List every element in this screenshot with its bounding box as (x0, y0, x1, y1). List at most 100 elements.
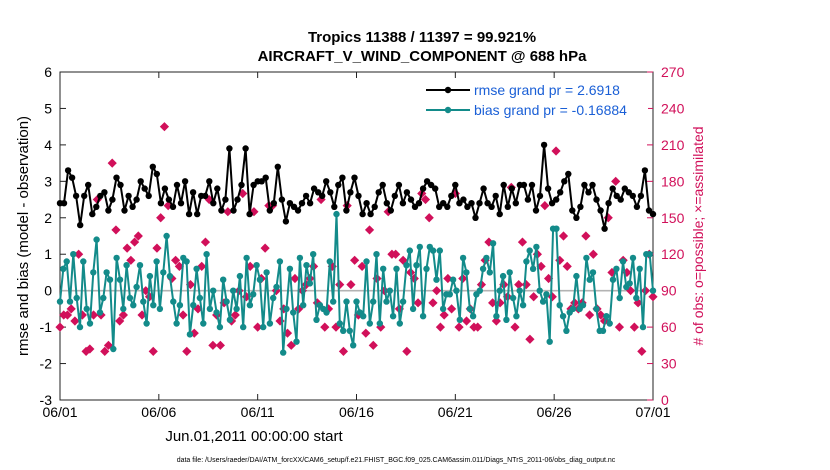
obs-count-marker (55, 322, 65, 332)
bias-point (619, 258, 627, 265)
y2-tick-label: 270 (661, 64, 685, 80)
bias-point (113, 254, 120, 262)
bias-point (360, 313, 367, 320)
bias-point (516, 287, 523, 294)
y2-tick-labels: 0 30 60 90 120 150 180 210 240 270 (661, 64, 685, 408)
bias-point (533, 243, 540, 251)
bias-point (60, 265, 67, 272)
bias-point (446, 291, 453, 298)
obs-count-marker (473, 322, 483, 332)
bias-point (300, 302, 307, 309)
bias-point (419, 313, 427, 320)
bias-point (273, 283, 280, 291)
bias-point (233, 305, 240, 313)
rmse-point (173, 181, 181, 189)
bias-point (253, 262, 260, 269)
rmse-point (242, 145, 249, 152)
rmse-point (367, 210, 374, 218)
rmse-point (125, 192, 132, 200)
obs-count-marker (611, 176, 621, 186)
bias-point (523, 258, 530, 265)
rmse-point (379, 181, 386, 189)
y2-tick-label: 60 (661, 319, 677, 335)
obs-count-marker (603, 213, 613, 223)
bias-point (406, 247, 413, 254)
bias-point (296, 254, 304, 262)
bias-point (106, 276, 114, 283)
obs-count-marker (350, 255, 360, 265)
rmse-point (508, 185, 515, 192)
bias-point (370, 298, 377, 305)
rmse-point (327, 189, 334, 196)
rmse-point (282, 218, 290, 225)
rmse-point (581, 181, 588, 189)
rmse-point (415, 200, 423, 207)
rmse-point (323, 178, 330, 185)
bias-point (559, 313, 567, 320)
rmse-point (649, 210, 657, 218)
legend-bias-marker (444, 106, 452, 114)
bias-point (223, 298, 230, 305)
bias-point (346, 327, 353, 334)
rmse-point (222, 196, 229, 203)
rmse-point (512, 200, 519, 207)
bias-point (343, 298, 350, 305)
obs-count-marker (364, 225, 375, 235)
rmse-point (480, 185, 487, 192)
rmse-point (375, 189, 382, 196)
rmse-point (113, 174, 120, 181)
rmse-point (468, 200, 475, 207)
bias-point (636, 265, 643, 272)
bias-point (326, 258, 333, 265)
obs-count-marker (543, 273, 554, 284)
rmse-point (129, 203, 136, 210)
bias-point (649, 287, 657, 294)
bias-point (73, 294, 80, 302)
obs-count-marker (558, 231, 569, 241)
rmse-point (359, 210, 366, 218)
obs-count-marker (428, 298, 438, 308)
bias-point (483, 254, 490, 262)
bias-point (363, 258, 370, 265)
x-tick-label: 06/26 (537, 404, 572, 420)
obs-count-marker (376, 322, 386, 332)
bias-point (463, 269, 470, 276)
rmse-point (557, 189, 564, 196)
obs-count-marker (223, 207, 233, 217)
bias-point (276, 258, 284, 265)
x-tick-label: 06/11 (241, 404, 275, 420)
rmse-point (585, 189, 592, 196)
rmse-point (399, 200, 407, 207)
y2-tick-label: 90 (661, 283, 677, 299)
bias-point (236, 272, 244, 280)
bias-point (70, 251, 77, 258)
obs-count-marker (491, 316, 501, 326)
bias-point (499, 272, 507, 280)
obs-count-marker (338, 346, 349, 357)
bias-point (553, 225, 560, 232)
bias-point (163, 232, 170, 240)
bias-point (210, 287, 217, 294)
legend-rmse-marker (444, 86, 452, 94)
rmse-point (101, 189, 108, 196)
bias-point (380, 265, 387, 272)
rmse-point (81, 192, 88, 200)
y-tick-label: 4 (44, 137, 52, 153)
y-tick-label: 6 (44, 64, 52, 80)
bias-point (100, 294, 107, 302)
bias-point (453, 287, 460, 294)
rmse-point (153, 170, 160, 178)
rmse-point (351, 174, 358, 181)
bias-point (150, 302, 157, 309)
bias-point (90, 269, 97, 276)
rmse-point (617, 196, 624, 203)
x-tick-label: 06/21 (438, 404, 473, 420)
obs-count-marker (435, 322, 446, 332)
obs-count-marker (368, 340, 378, 350)
bias-point (376, 320, 383, 327)
bias-point (616, 294, 623, 302)
bias-point (626, 280, 633, 287)
rmse-point (544, 185, 552, 192)
bias-point (556, 302, 563, 309)
bias-point (529, 265, 537, 272)
